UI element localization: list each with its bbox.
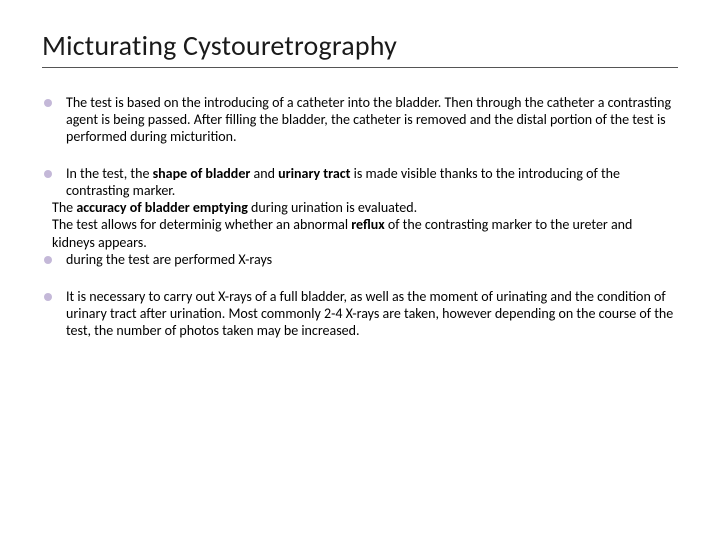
slide-title: Micturating Cystouretrography [42,28,678,63]
slide: Micturating Cystouretrography The test i… [0,0,720,540]
bullet-item-3: during the test are performed X-rays [42,251,678,268]
title-underline [42,67,678,68]
bullet-item-1: The test is based on the introducing of … [42,94,678,145]
text-bold: accuracy of bladder emptying [76,199,251,216]
bullet-item-2: In the test, the shape of bladder and ur… [42,165,678,199]
bullet-icon [44,256,52,264]
text-bold: shape of bladder [153,165,254,182]
text-run: during urination is evaluated. [251,199,417,216]
text-bold: urinary tract [278,165,354,182]
text-run: The [52,199,76,216]
text-bold: reflux [351,216,388,233]
bullet-item-4: It is necessary to carry out X-rays of a… [42,288,678,339]
bullet-icon [44,99,52,107]
continuation-line-2: The test allows for determinig whether a… [52,216,678,250]
continuation-line-1: The accuracy of bladder emptying during … [52,199,678,216]
bullet-text: during the test are performed X-rays [66,251,678,268]
text-run: and [254,165,279,182]
bullet-text: The test is based on the introducing of … [66,94,678,145]
bullet-icon [44,293,52,301]
text-run: The test allows for determinig whether a… [52,216,351,233]
text-run: In the test, the [66,165,153,182]
bullet-icon [44,170,52,178]
bullet-text: In the test, the shape of bladder and ur… [66,165,678,199]
bullet-text: It is necessary to carry out X-rays of a… [66,288,678,339]
slide-body: The test is based on the introducing of … [42,94,678,339]
